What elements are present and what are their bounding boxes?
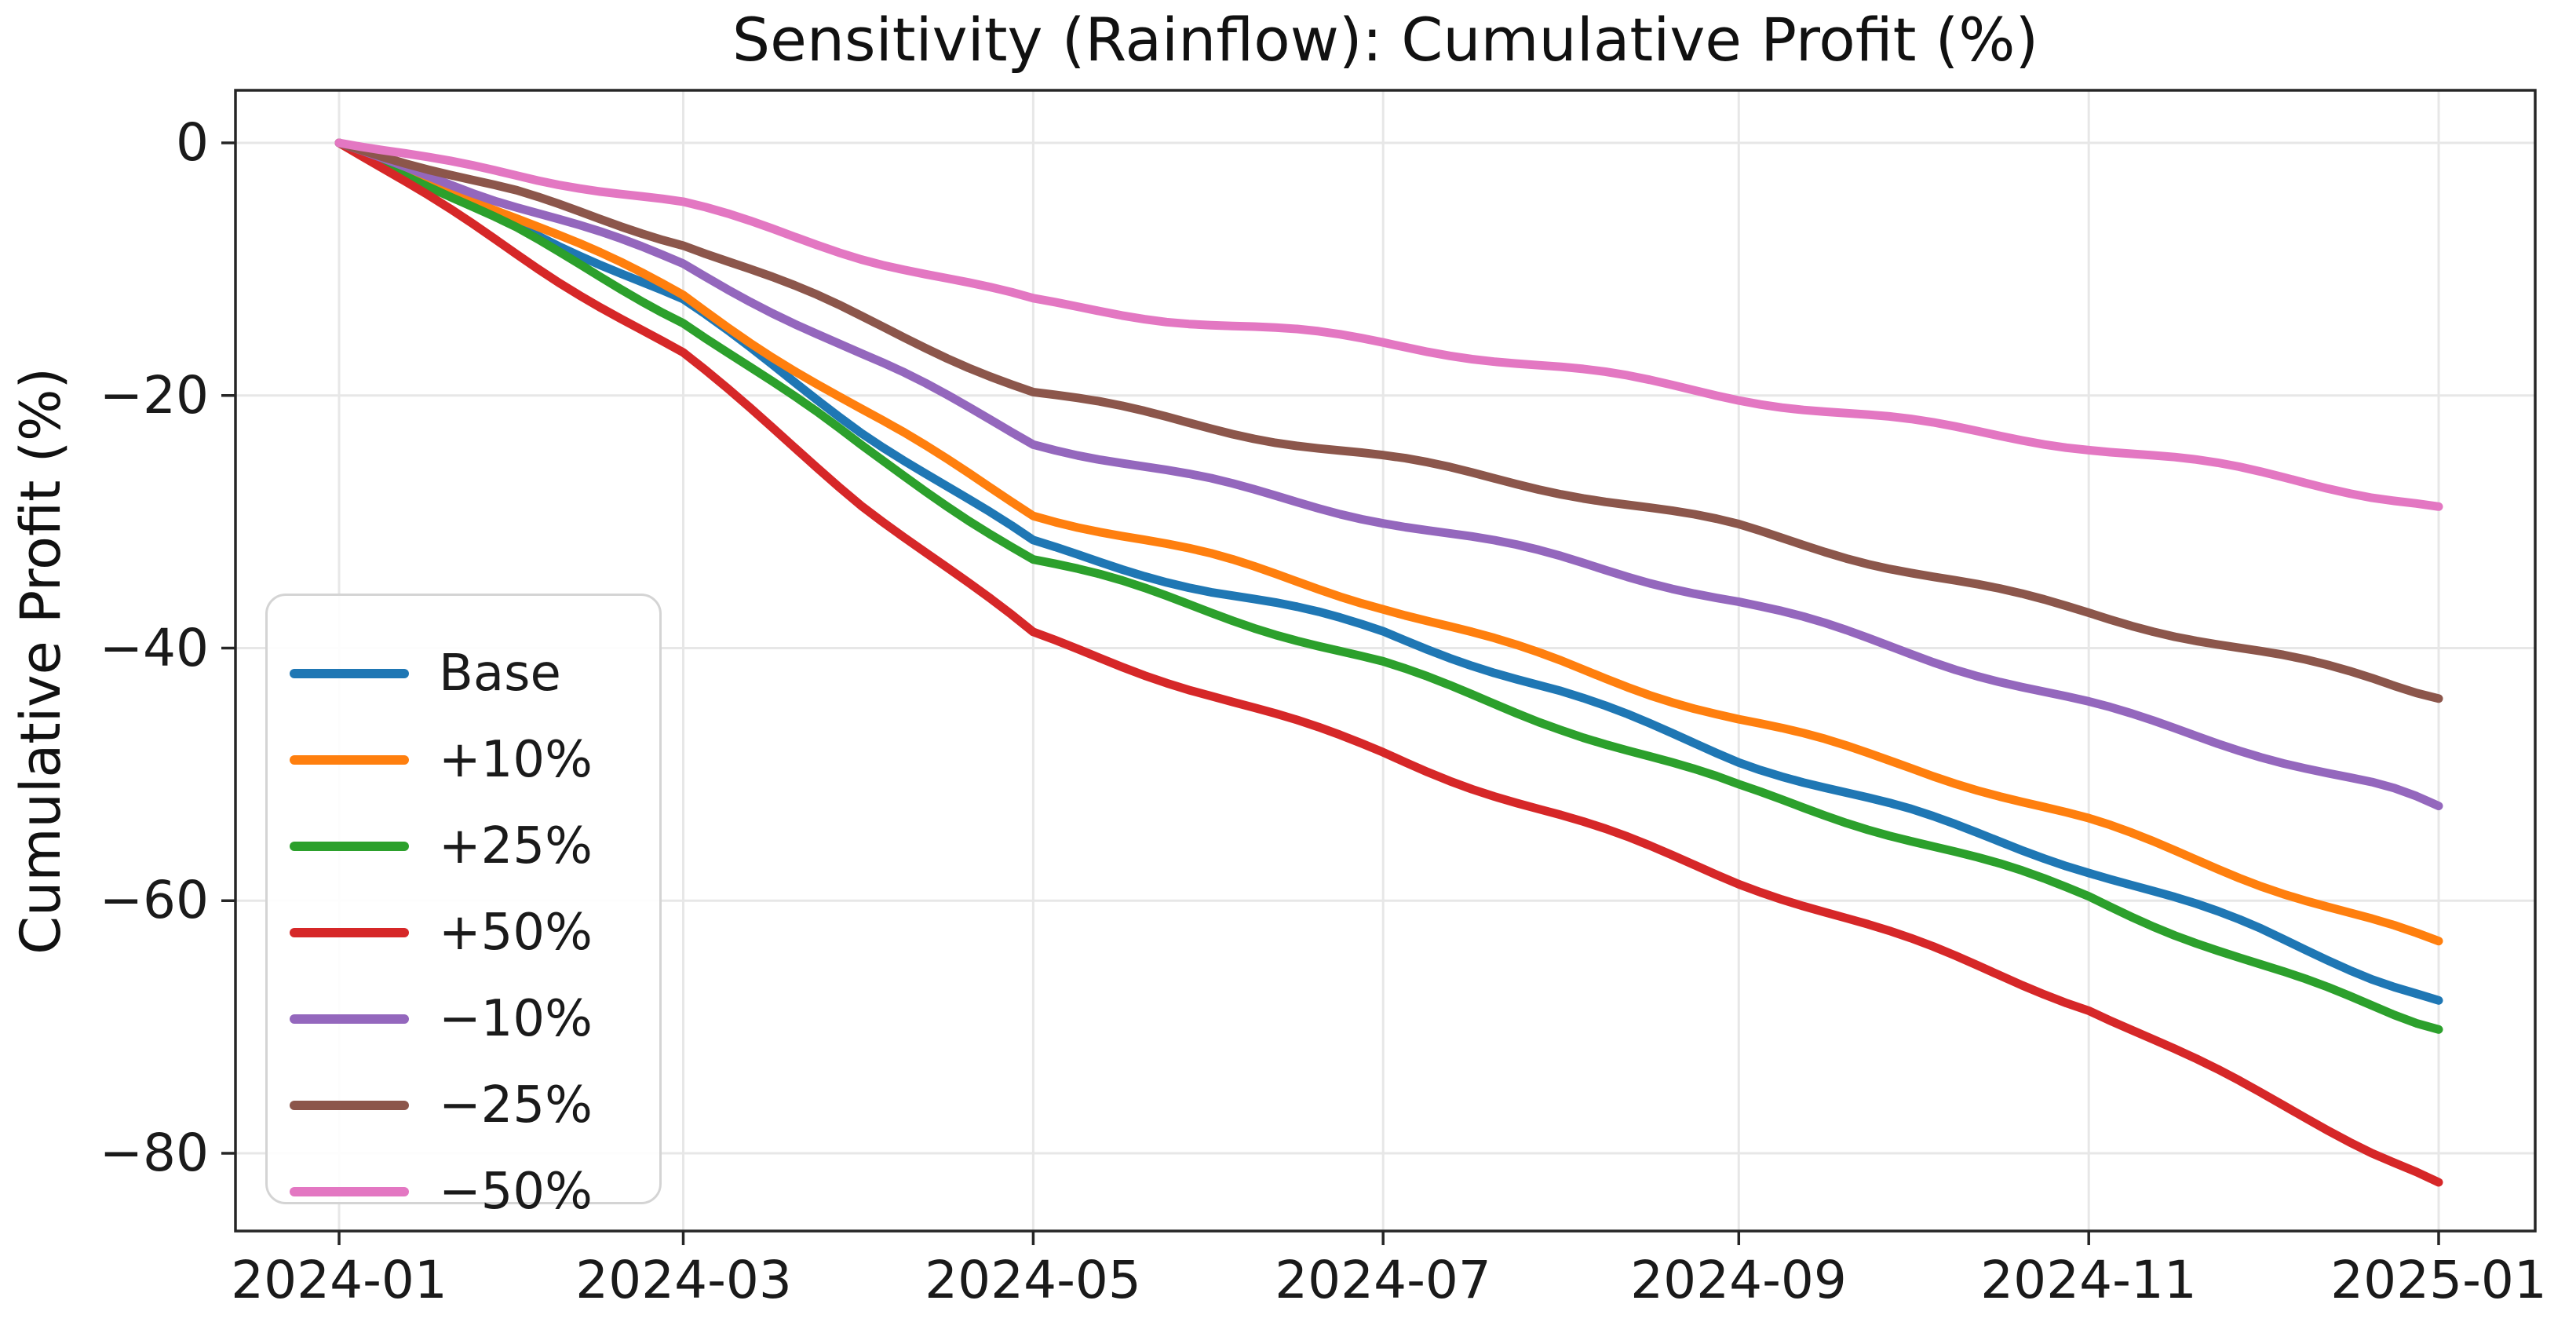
series-line-+10% — [334, 138, 2443, 946]
legend-label: −10% — [439, 990, 593, 1048]
legend-line-sample — [290, 842, 409, 851]
legend-item-−50%: −50% — [268, 1149, 659, 1235]
y-tick-label: −40 — [99, 618, 209, 678]
legend-item-Base: Base — [268, 630, 659, 717]
y-tick-label: 0 — [176, 112, 209, 173]
x-tick-label: 2024-09 — [1630, 1250, 1847, 1310]
x-tick-label: 2024-05 — [925, 1250, 1141, 1310]
x-tick-label: 2025-01 — [2330, 1250, 2547, 1310]
x-tick-label: 2024-01 — [231, 1250, 447, 1310]
legend-label: +50% — [439, 904, 593, 962]
series-line-−25% — [334, 138, 2443, 703]
series-line-−10% — [334, 138, 2443, 811]
legend-label: −50% — [439, 1163, 593, 1221]
legend-item-+10%: +10% — [268, 717, 659, 803]
y-tick-label: −60 — [99, 870, 209, 930]
legend-line-sample — [290, 1101, 409, 1110]
y-tick-label: −80 — [99, 1123, 209, 1183]
y-tick-label: −20 — [99, 365, 209, 426]
x-tick-label: 2024-11 — [1980, 1250, 2197, 1310]
x-tick-label: 2024-07 — [1275, 1250, 1491, 1310]
legend-item-−10%: −10% — [268, 976, 659, 1062]
series-line-+50% — [334, 138, 2443, 1187]
legend-label: Base — [439, 645, 561, 703]
legend-line-sample — [290, 928, 409, 937]
legend-line-sample — [290, 669, 409, 678]
legend-label: +25% — [439, 817, 593, 875]
legend-line-sample — [290, 1014, 409, 1024]
legend-line-sample — [290, 755, 409, 765]
legend-label: −25% — [439, 1076, 593, 1134]
legend-item-−25%: −25% — [268, 1062, 659, 1149]
legend-item-+25%: +25% — [268, 803, 659, 889]
chart-title: Sensitivity (Rainflow): Cumulative Profi… — [732, 5, 2039, 75]
legend: Base +10% +25% +50% −10% −25% −50% — [265, 594, 662, 1221]
x-tick-label: 2024-03 — [575, 1250, 792, 1310]
series-line-−50% — [334, 138, 2443, 511]
legend-line-sample — [290, 1187, 409, 1196]
series-line-+25% — [334, 138, 2443, 1034]
axes-spines — [234, 89, 2537, 1233]
legend-item-+50%: +50% — [268, 889, 659, 976]
legend-label: +10% — [439, 731, 593, 789]
